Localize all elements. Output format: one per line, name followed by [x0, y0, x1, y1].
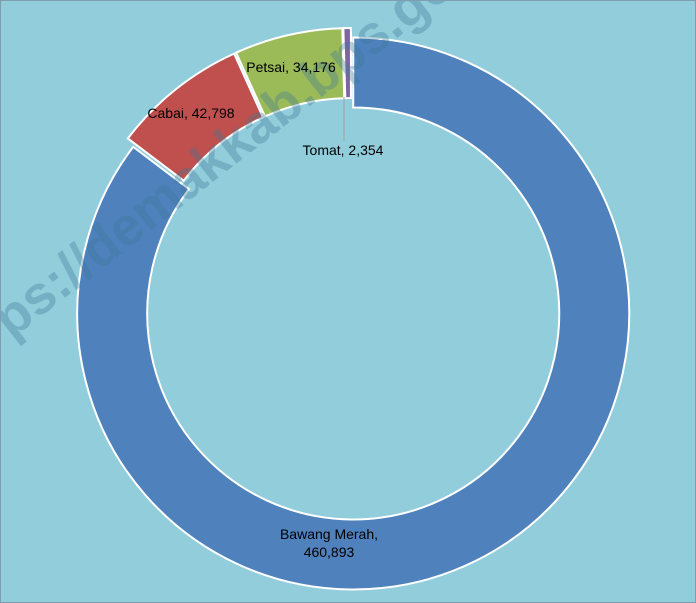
donut-slice [342, 27, 352, 100]
donut-slice [234, 27, 346, 118]
data-label: Bawang Merah, 460,893 [279, 526, 379, 560]
data-label: Cabai, 42,798 [147, 105, 235, 121]
donut-slice [126, 52, 265, 183]
donut-slice [76, 36, 631, 591]
data-label: Tomat, 2,354 [302, 142, 384, 158]
data-label: Petsai, 34,176 [246, 59, 336, 75]
